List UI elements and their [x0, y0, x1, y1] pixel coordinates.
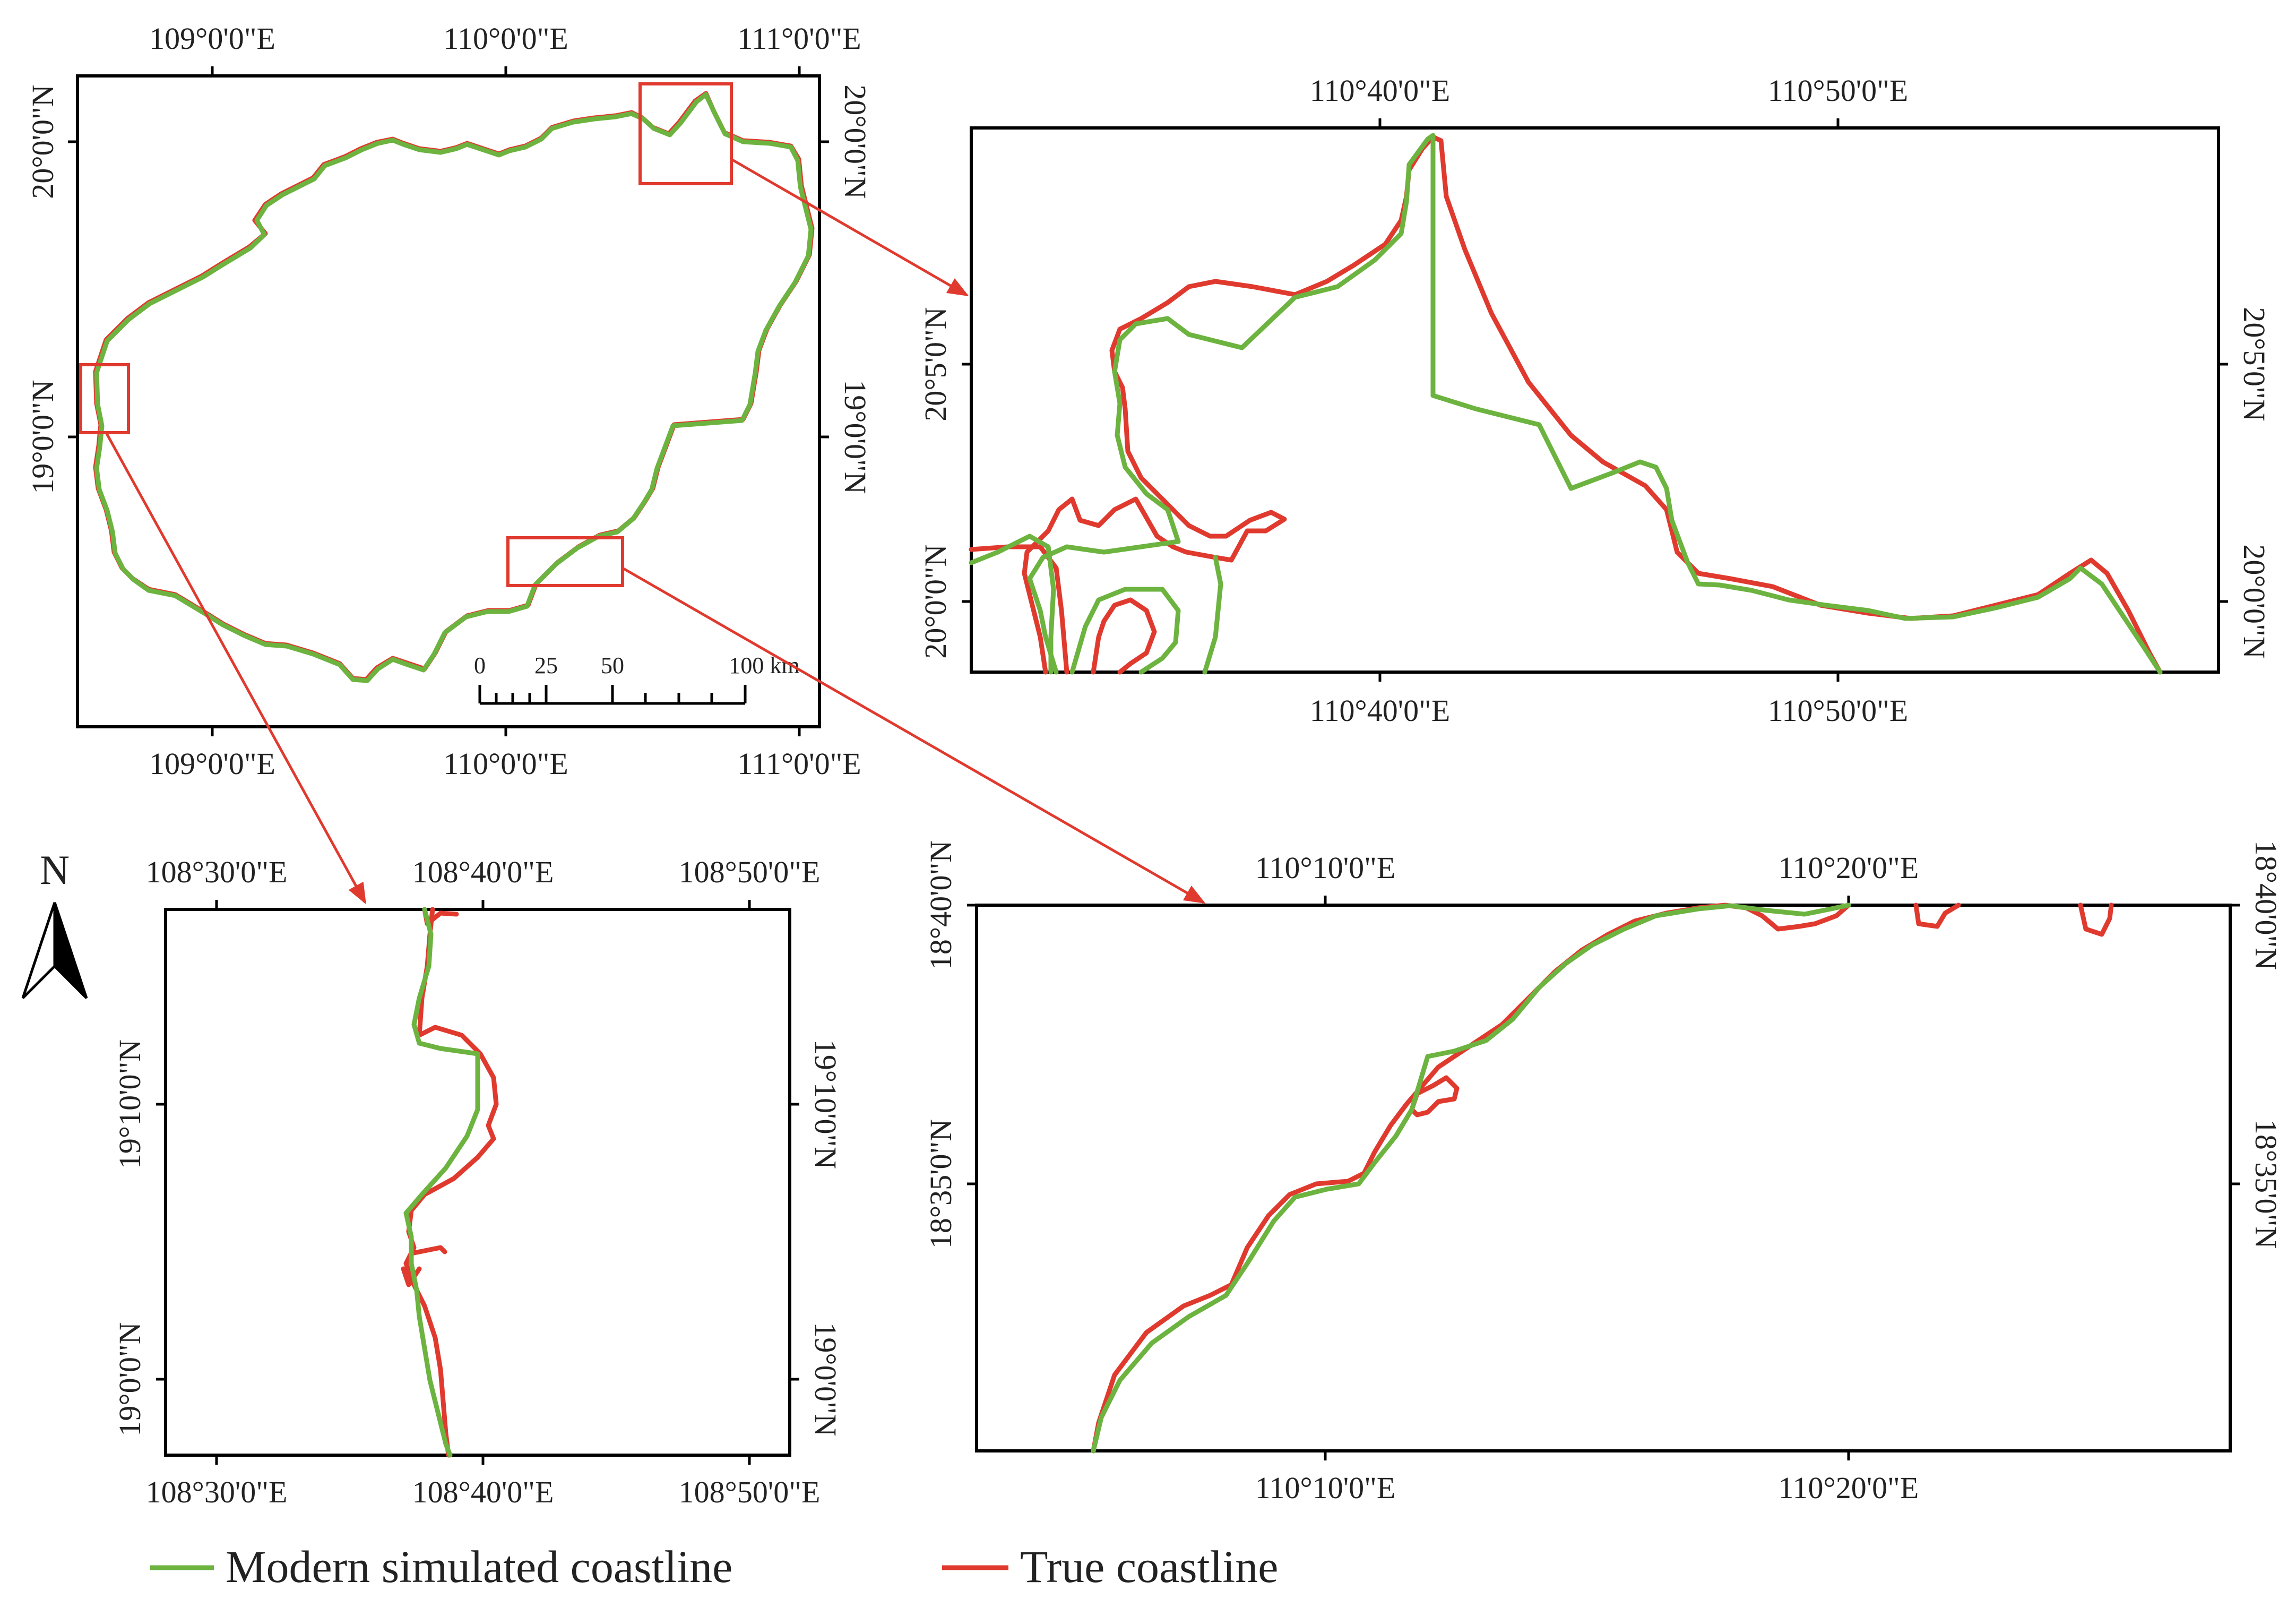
main-bottom-lon-3: 111°0'0"E	[737, 746, 861, 781]
main-bottom-lon-2: 110°0'0"E	[443, 746, 568, 781]
scale-label-100km: 100 km	[729, 652, 799, 678]
panel-west-frame	[164, 908, 791, 1457]
w-right-lat-2: 19°0'0"N	[808, 1322, 843, 1436]
w-true-coastline	[403, 907, 499, 1458]
ne-right-lat-1: 20°5'0"N	[2237, 307, 2272, 421]
north-arrow-left-half	[21, 902, 56, 999]
main-scale-bar: 0 25 50 100 km	[474, 652, 800, 705]
w-left-lat-1: 19°10'0"N	[113, 1039, 147, 1169]
w-left-lat-2: 19°0'0"N	[113, 1322, 147, 1436]
main-left-lat-1: 20°0'0"N	[25, 84, 60, 199]
ne-true-coastline-inner	[1091, 597, 1157, 675]
w-top-lon-3: 108°50'0"E	[679, 855, 821, 889]
s-left-lat-2: 18°35'0"N	[923, 1119, 958, 1249]
ne-left-lat-1: 20°5'0"N	[918, 307, 953, 421]
ne-modern-coastline-west	[969, 534, 1056, 675]
s-top-lon-1: 110°10'0"E	[1255, 850, 1396, 885]
s-bottom-lon-1: 110°10'0"E	[1255, 1471, 1396, 1505]
panel-west: 108°30'0"E 108°40'0"E 108°50'0"E 108°30'…	[113, 855, 843, 1509]
main-top-lon-2: 110°0'0"E	[443, 21, 568, 56]
main-left-lat-2: 19°0'0"N	[25, 380, 60, 494]
s-true-coastline-bay-2	[2078, 902, 2114, 937]
main-right-lat-2: 19°0'0"N	[838, 380, 873, 494]
main-map-ticks	[68, 66, 829, 736]
north-arrow: N	[21, 847, 88, 999]
w-modern-coastline	[403, 907, 480, 1458]
ne-true-coastline	[1022, 134, 2163, 675]
w-top-lon-1: 108°30'0"E	[146, 855, 288, 889]
ne-bottom-lon-1: 110°40'0"E	[1310, 693, 1451, 728]
s-top-lon-2: 110°20'0"E	[1779, 850, 1919, 885]
w-bottom-lon-2: 108°40'0"E	[412, 1475, 554, 1509]
ne-top-lon-1: 110°40'0"E	[1310, 73, 1451, 108]
legend-label-true: True coastline	[1020, 1541, 1278, 1592]
s-true-coastline-bay-1	[1913, 902, 1961, 929]
main-modern-coastline	[94, 92, 814, 683]
arrow-to-northeast-panel	[730, 158, 969, 297]
arrow-to-south-panel	[622, 566, 1206, 904]
north-arrow-right-half	[53, 902, 88, 999]
scale-label-25: 25	[534, 652, 558, 678]
scale-label-50: 50	[601, 652, 624, 678]
ne-top-lon-2: 110°50'0"E	[1768, 73, 1909, 108]
w-true-coastline-spur-2	[411, 1245, 447, 1256]
panel-northeast-frame	[970, 126, 2220, 674]
w-bottom-lon-1: 108°30'0"E	[146, 1475, 288, 1509]
ne-modern-coastline-inner	[1069, 587, 1181, 675]
s-right-lat-1: 18°40'0"N	[2249, 840, 2283, 970]
w-bottom-lon-3: 108°50'0"E	[679, 1475, 821, 1509]
panel-south-frame	[975, 904, 2232, 1452]
main-top-lon-3: 111°0'0"E	[737, 21, 861, 56]
panel-south: 110°10'0"E 110°20'0"E 110°10'0"E 110°20'…	[923, 840, 2283, 1505]
main-map: 109°0'0"E 110°0'0"E 111°0'0"E 109°0'0"E …	[25, 21, 873, 781]
main-bottom-lon-1: 109°0'0"E	[149, 746, 275, 781]
north-arrow-label: N	[40, 847, 70, 893]
legend-label-modern: Modern simulated coastline	[226, 1541, 732, 1592]
main-inset-box-south	[506, 536, 624, 587]
ne-left-lat-2: 20°0'0"N	[918, 544, 953, 658]
w-right-lat-1: 19°10'0"N	[808, 1039, 843, 1169]
main-inset-box-northeast	[638, 82, 733, 185]
arrow-to-west-panel	[105, 432, 367, 905]
s-left-lat-1: 18°40'0"N	[923, 840, 958, 970]
panel-northeast: 110°40'0"E 110°50'0"E 110°40'0"E 110°50'…	[918, 73, 2272, 728]
main-right-lat-1: 20°0'0"N	[838, 84, 873, 199]
s-true-coastline-loop	[1409, 1075, 1460, 1118]
main-top-lon-1: 109°0'0"E	[149, 21, 275, 56]
s-bottom-lon-2: 110°20'0"E	[1779, 1471, 1919, 1505]
ne-right-lat-2: 20°0'0"N	[2237, 544, 2272, 658]
s-right-lat-2: 18°35'0"N	[2249, 1119, 2283, 1249]
scale-label-0: 0	[474, 652, 486, 678]
ne-modern-coastline-east-channel	[1202, 555, 1223, 675]
w-top-lon-2: 108°40'0"E	[412, 855, 554, 889]
ne-bottom-lon-2: 110°50'0"E	[1768, 693, 1909, 728]
ne-modern-coastline	[1027, 133, 2163, 675]
main-inset-box-west	[79, 363, 130, 434]
legend: Modern simulated coastline True coastlin…	[150, 1541, 1278, 1592]
s-modern-coastline	[1091, 902, 1851, 1454]
